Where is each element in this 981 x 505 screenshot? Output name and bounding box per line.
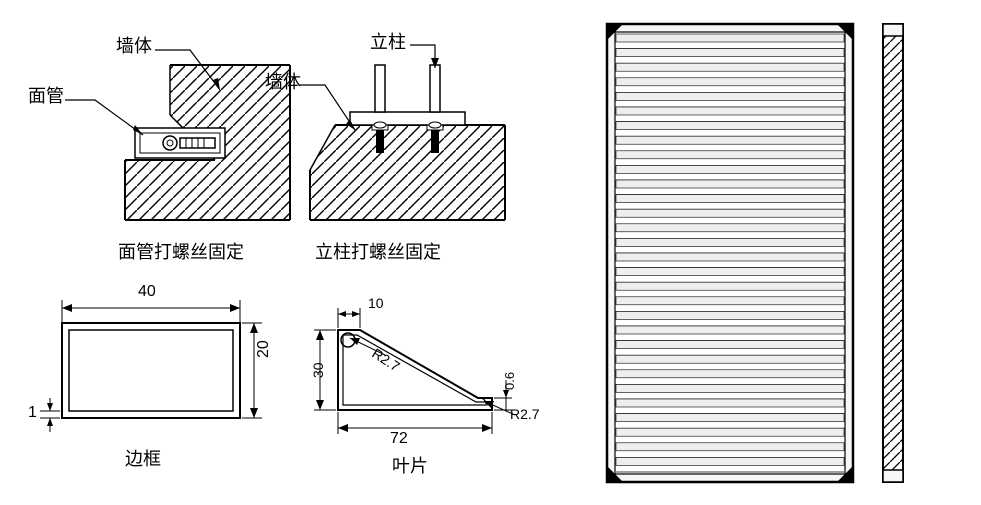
label-lizhu: 立柱 — [370, 28, 406, 54]
dim-frame-h: 20 — [255, 340, 273, 358]
label-qiangti-left: 墙体 — [116, 32, 152, 58]
detail-lizhu — [300, 30, 515, 240]
caption-detail-left: 面管打螺丝固定 — [118, 238, 244, 264]
dim-blade-h: 30 — [310, 362, 326, 378]
label-mianguan: 面管 — [28, 82, 64, 108]
dim-blade-notch: 0.6 — [502, 372, 517, 390]
dim-frame-t: 1 — [28, 404, 37, 422]
detail-mianguan — [65, 30, 295, 240]
dim-blade-rbot: R2.7 — [510, 406, 540, 422]
caption-detail-right: 立柱打螺丝固定 — [315, 238, 441, 264]
frame-section — [22, 288, 277, 463]
dim-blade-base: 72 — [390, 430, 408, 448]
label-qiangti-right: 墙体 — [265, 68, 301, 94]
caption-blade: 叶片 — [392, 452, 428, 478]
caption-frame: 边框 — [125, 445, 161, 471]
louver-front — [605, 22, 855, 484]
louver-side — [880, 22, 908, 484]
dim-frame-w: 40 — [138, 283, 156, 301]
dim-blade-top: 10 — [368, 295, 384, 311]
